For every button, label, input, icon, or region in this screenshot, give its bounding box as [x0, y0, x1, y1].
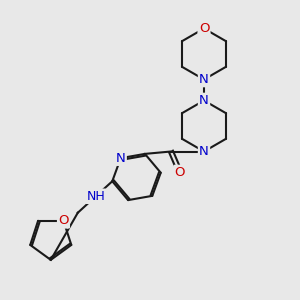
Text: O: O [175, 166, 185, 179]
Text: N: N [199, 94, 209, 107]
Text: O: O [58, 214, 69, 227]
Text: O: O [199, 22, 209, 35]
Text: N: N [199, 145, 209, 158]
Text: NH: NH [86, 190, 105, 203]
Text: N: N [199, 73, 209, 86]
Text: N: N [116, 152, 126, 165]
